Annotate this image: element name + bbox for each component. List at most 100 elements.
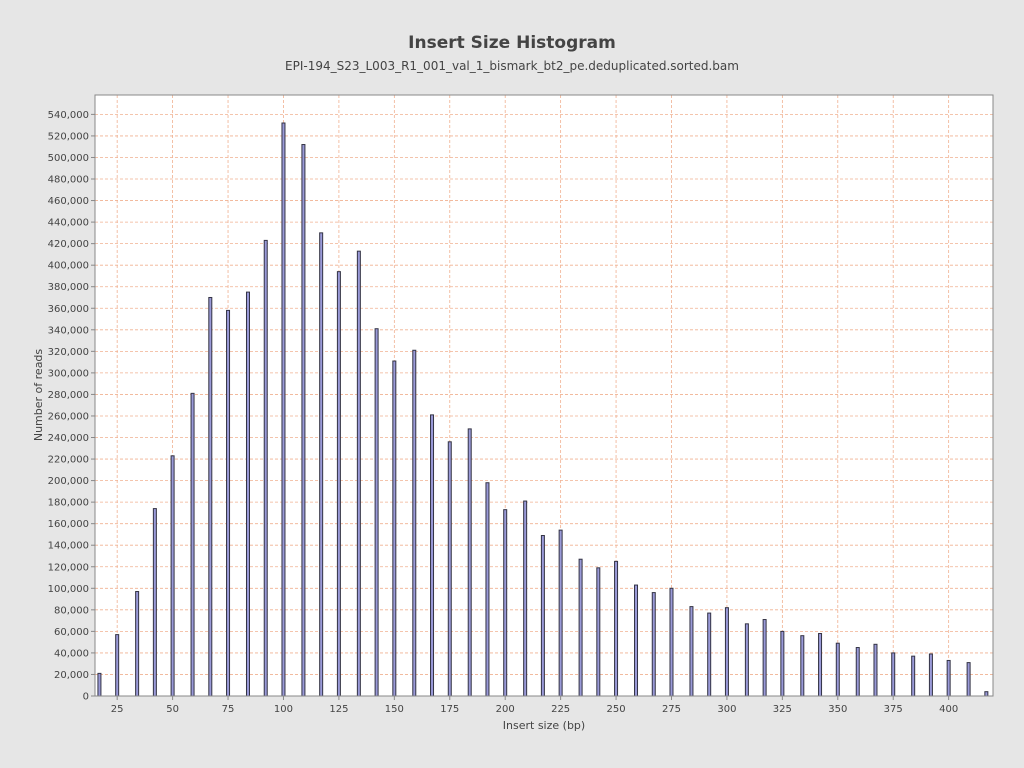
histogram-bar bbox=[356, 250, 361, 697]
y-axis: 0 20,000 40,000 60,000 80,000 100,000 120,000 1… bbox=[48, 110, 95, 703]
histogram-bar bbox=[208, 296, 213, 697]
histogram-bar bbox=[152, 508, 157, 697]
y-tick-label: 240,000 bbox=[48, 433, 89, 444]
histogram-bar bbox=[97, 672, 102, 697]
histogram-bar bbox=[540, 535, 545, 697]
histogram-bar bbox=[523, 500, 528, 697]
x-tick-label: 200 bbox=[496, 704, 515, 715]
x-tick-label: 175 bbox=[440, 704, 459, 715]
histogram-bar bbox=[855, 647, 860, 697]
histogram-bar bbox=[245, 291, 250, 697]
histogram-bar bbox=[226, 309, 231, 697]
y-tick-label: 480,000 bbox=[48, 175, 89, 186]
y-tick-label: 200,000 bbox=[48, 476, 89, 487]
x-axis-label: Insert size (bp) bbox=[503, 719, 585, 732]
y-tick-label: 420,000 bbox=[48, 239, 89, 250]
y-tick-label: 400,000 bbox=[48, 261, 89, 272]
x-tick-label: 150 bbox=[385, 704, 404, 715]
histogram-bar bbox=[503, 509, 508, 697]
y-tick-label: 180,000 bbox=[48, 498, 89, 509]
histogram-bar bbox=[835, 642, 840, 697]
y-tick-label: 0 bbox=[83, 692, 89, 703]
histogram-bar bbox=[984, 691, 989, 697]
y-tick-label: 60,000 bbox=[54, 627, 89, 638]
histogram-bar bbox=[135, 591, 140, 697]
histogram-bar bbox=[780, 630, 785, 697]
histogram-bar bbox=[651, 592, 656, 697]
x-axis: 25 50 75 100 125 150 175 200 225 250 275 300 325 350 3… bbox=[111, 696, 958, 715]
y-axis-label: Number of reads bbox=[32, 349, 45, 442]
y-tick-label: 360,000 bbox=[48, 304, 89, 315]
histogram-bar bbox=[928, 653, 933, 697]
histogram-bar bbox=[669, 587, 674, 697]
histogram-bar bbox=[558, 529, 563, 697]
histogram-bar bbox=[800, 635, 805, 697]
histogram-bar bbox=[190, 392, 195, 697]
y-tick-label: 40,000 bbox=[54, 648, 89, 659]
histogram-bar bbox=[744, 623, 749, 697]
y-tick-label: 120,000 bbox=[48, 562, 89, 573]
x-tick-label: 400 bbox=[939, 704, 958, 715]
y-tick-label: 100,000 bbox=[48, 584, 89, 595]
histogram-bar bbox=[578, 558, 583, 697]
x-tick-label: 75 bbox=[222, 704, 235, 715]
x-tick-label: 125 bbox=[329, 704, 348, 715]
y-tick-label: 380,000 bbox=[48, 282, 89, 293]
y-tick-label: 320,000 bbox=[48, 347, 89, 358]
histogram-bar bbox=[412, 349, 417, 697]
y-tick-label: 260,000 bbox=[48, 411, 89, 422]
x-tick-label: 50 bbox=[166, 704, 179, 715]
histogram-bar bbox=[689, 606, 694, 697]
y-tick-label: 280,000 bbox=[48, 390, 89, 401]
y-tick-label: 460,000 bbox=[48, 196, 89, 207]
y-tick-label: 440,000 bbox=[48, 218, 89, 229]
histogram-bar bbox=[634, 584, 639, 697]
histogram-bar bbox=[707, 612, 712, 697]
histogram-bar bbox=[966, 662, 971, 697]
histogram-bar bbox=[263, 239, 268, 697]
histogram-bar bbox=[336, 271, 341, 697]
histogram-bar bbox=[614, 560, 619, 697]
y-tick-label: 160,000 bbox=[48, 519, 89, 530]
x-tick-label: 375 bbox=[884, 704, 903, 715]
y-tick-label: 340,000 bbox=[48, 325, 89, 336]
y-tick-label: 80,000 bbox=[54, 605, 89, 616]
histogram-bar bbox=[170, 455, 175, 697]
histogram-bar bbox=[596, 567, 601, 697]
x-tick-label: 275 bbox=[662, 704, 681, 715]
chart-subtitle: EPI-194_S23_L003_R1_001_val_1_bismark_bt… bbox=[285, 59, 739, 73]
x-tick-label: 350 bbox=[828, 704, 847, 715]
x-tick-label: 25 bbox=[111, 704, 124, 715]
histogram-bar bbox=[447, 441, 452, 697]
y-tick-label: 520,000 bbox=[48, 131, 89, 142]
histogram-bar bbox=[724, 607, 729, 697]
y-tick-label: 20,000 bbox=[54, 670, 89, 681]
y-tick-label: 500,000 bbox=[48, 153, 89, 164]
histogram-bar bbox=[818, 633, 823, 697]
chart-title: Insert Size Histogram bbox=[408, 33, 616, 53]
histogram-bar bbox=[319, 232, 324, 697]
x-tick-label: 325 bbox=[773, 704, 792, 715]
histogram-bar bbox=[301, 144, 306, 697]
histogram-bar bbox=[762, 619, 767, 697]
histogram-bar bbox=[115, 634, 120, 697]
histogram-bar bbox=[485, 482, 490, 697]
y-tick-label: 300,000 bbox=[48, 368, 89, 379]
plot-frame bbox=[94, 94, 994, 697]
y-tick-label: 540,000 bbox=[48, 110, 89, 121]
y-tick-label: 140,000 bbox=[48, 541, 89, 552]
y-tick-label: 220,000 bbox=[48, 455, 89, 466]
histogram-bar bbox=[946, 659, 951, 697]
histogram-bar bbox=[281, 122, 286, 697]
x-tick-label: 300 bbox=[717, 704, 736, 715]
histogram-bar bbox=[430, 414, 435, 697]
histogram-bar bbox=[392, 360, 397, 697]
x-tick-label: 100 bbox=[274, 704, 293, 715]
x-tick-label: 225 bbox=[551, 704, 570, 715]
histogram-bar bbox=[467, 428, 472, 697]
x-tick-label: 250 bbox=[607, 704, 626, 715]
histogram-bar bbox=[891, 652, 896, 697]
histogram-bar bbox=[374, 328, 379, 697]
histogram-bar bbox=[911, 655, 916, 697]
